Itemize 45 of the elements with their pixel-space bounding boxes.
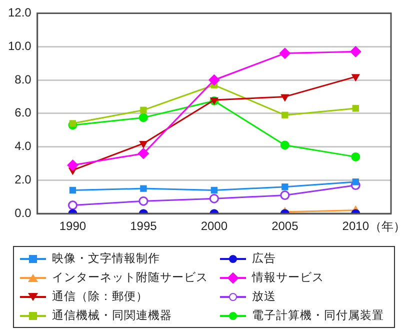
point xyxy=(280,94,289,102)
y-tick-label: 6.0 xyxy=(14,106,32,120)
point xyxy=(350,46,362,58)
point xyxy=(140,106,147,114)
legend-label: 広告 xyxy=(252,251,276,266)
point xyxy=(208,74,220,86)
x-axis-title: （年） xyxy=(370,220,403,234)
y-tick-label: 12.0 xyxy=(8,6,32,20)
point xyxy=(209,194,219,204)
point xyxy=(140,185,147,192)
x-tick-label: 2000 xyxy=(200,219,228,234)
legend-label: 映像・文字情報制作 xyxy=(52,251,160,266)
x-tick-label: 1990 xyxy=(59,219,86,234)
legend-label: 電子計算機・同付属装置 xyxy=(252,308,384,323)
point xyxy=(279,48,290,59)
y-tick-label: 2.0 xyxy=(14,172,32,187)
point xyxy=(280,190,290,200)
point xyxy=(138,196,148,206)
legend-label: 通信（除：郵便） xyxy=(52,289,148,304)
y-tick-label: 8.0 xyxy=(14,72,32,86)
point xyxy=(138,113,148,122)
y-tick-label: 4.0 xyxy=(14,139,32,154)
y-tick-label: 0.0 xyxy=(14,206,32,220)
legend-label: 通信機械・同関連機器 xyxy=(52,308,172,323)
point xyxy=(352,105,359,112)
point xyxy=(282,112,288,118)
point xyxy=(352,74,360,82)
legend-label: 放送 xyxy=(252,289,276,304)
x-tick-label: 1995 xyxy=(130,219,158,234)
y-tick-label: 10.0 xyxy=(8,38,32,53)
legend-label: インターネット附随サービス xyxy=(52,270,208,285)
point xyxy=(352,178,359,186)
point xyxy=(210,186,218,194)
point xyxy=(282,184,288,190)
legend-label: 情報サービス xyxy=(252,270,324,285)
point xyxy=(69,186,76,194)
point xyxy=(68,200,78,210)
point xyxy=(138,148,149,159)
point xyxy=(69,120,76,127)
x-tick-label: 2005 xyxy=(272,219,299,234)
point xyxy=(280,140,290,150)
point xyxy=(351,152,360,162)
point xyxy=(67,160,78,171)
x-tick-label: 2010 xyxy=(342,219,370,234)
point xyxy=(139,140,148,148)
